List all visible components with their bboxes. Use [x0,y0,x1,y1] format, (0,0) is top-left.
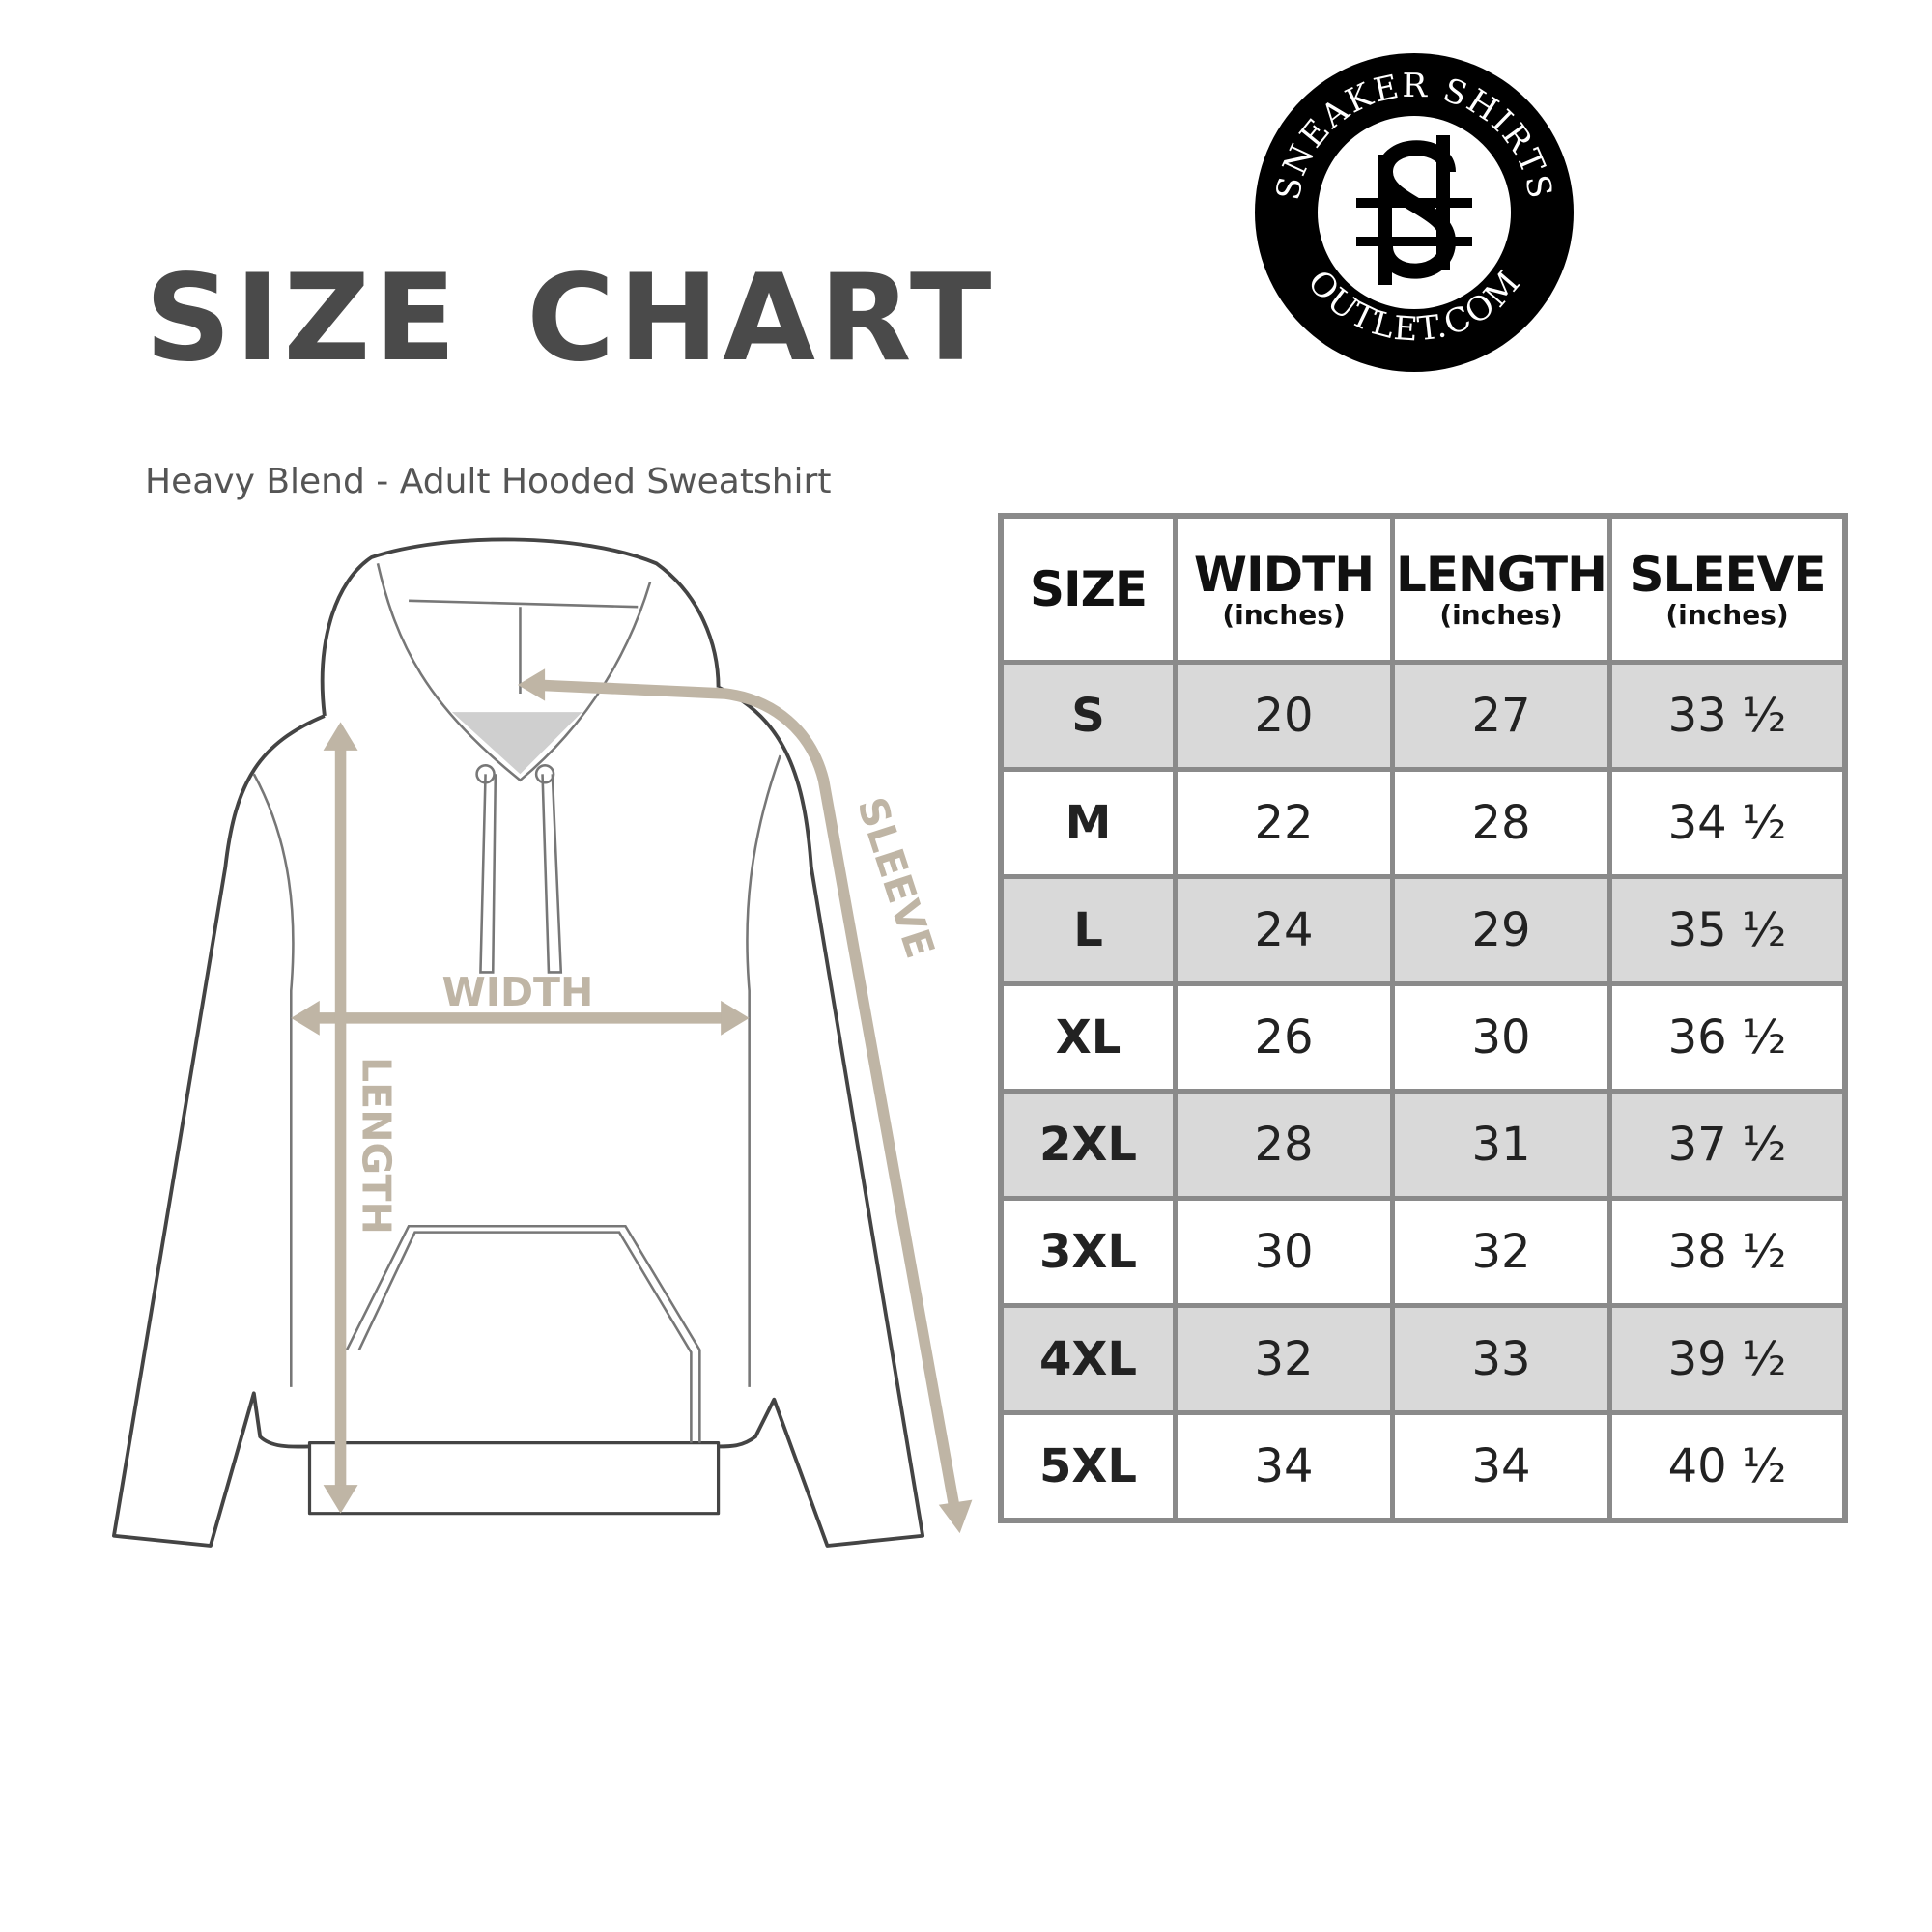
body-outline-right [717,685,925,1548]
cell-size: 5XL [998,1410,1178,1523]
size-table: SIZE WIDTH (inches) LENGTH (inches) SLEEVE… [998,513,1848,1523]
cell-width: 24 [1173,874,1395,986]
header-width: WIDTH (inches) [1173,513,1395,665]
cell-size: 4XL [998,1303,1178,1415]
cell-length: 31 [1390,1089,1612,1201]
cell-size: 3XL [998,1196,1178,1308]
table-row: 4XL 32 33 39 ½ [998,1303,1848,1415]
cell-length: 34 [1390,1410,1612,1523]
cell-width: 30 [1173,1196,1395,1308]
header-size: SIZE [998,513,1178,665]
width-label: WIDTH [441,969,593,1015]
drawstring-right [541,774,563,974]
product-subtitle: Heavy Blend - Adult Hooded Sweatshirt [145,462,832,501]
page-title: SIZE CHART [145,249,996,388]
cell-size: S [998,660,1178,772]
cell-length: 29 [1390,874,1612,986]
cell-width: 20 [1173,660,1395,772]
cell-width: 26 [1173,981,1395,1094]
table-row: S 20 27 33 ½ [998,660,1848,772]
pocket [345,1224,701,1443]
table-row: 3XL 30 32 38 ½ [998,1196,1848,1308]
table-header-row: SIZE WIDTH (inches) LENGTH (inches) SLEEVE… [998,513,1848,665]
cell-sleeve: 37 ½ [1607,1089,1848,1201]
header-sleeve: SLEEVE (inches) [1607,513,1848,665]
cell-width: 22 [1173,767,1395,879]
cell-size: XL [998,981,1178,1094]
cell-length: 32 [1390,1196,1612,1308]
cell-length: 30 [1390,981,1612,1094]
table-row: L 24 29 35 ½ [998,874,1848,986]
cell-sleeve: 39 ½ [1607,1303,1848,1415]
cell-sleeve: 34 ½ [1607,767,1848,879]
cell-sleeve: 35 ½ [1607,874,1848,986]
table-row: M 22 28 34 ½ [998,767,1848,879]
cell-length: 28 [1390,767,1612,879]
cell-sleeve: 36 ½ [1607,981,1848,1094]
body-outline-left [112,714,326,1548]
cell-size: 2XL [998,1089,1178,1201]
drawstring-left [479,774,497,974]
sleeve-label: SLEEVE [848,792,944,964]
table-row: 2XL 28 31 37 ½ [998,1089,1848,1201]
table-row: XL 26 30 36 ½ [998,981,1848,1094]
cell-sleeve: 33 ½ [1607,660,1848,772]
cell-width: 32 [1173,1303,1395,1415]
cell-sleeve: 40 ½ [1607,1410,1848,1523]
cell-width: 28 [1173,1089,1395,1201]
cell-size: M [998,767,1178,879]
table-row: 5XL 34 34 40 ½ [998,1410,1848,1523]
cell-sleeve: 38 ½ [1607,1196,1848,1308]
cell-length: 27 [1390,660,1612,772]
hood-outline [320,537,721,717]
length-label: LENGTH [354,1057,400,1235]
cell-length: 33 [1390,1303,1612,1415]
cell-width: 34 [1173,1410,1395,1523]
header-length: LENGTH (inches) [1390,513,1612,665]
sleeve-arrow [526,679,962,1523]
brand-logo: SNEAKER SHIRTS OUTLET.COM [1255,53,1574,372]
cell-size: L [998,874,1178,986]
waistband [307,1440,721,1516]
